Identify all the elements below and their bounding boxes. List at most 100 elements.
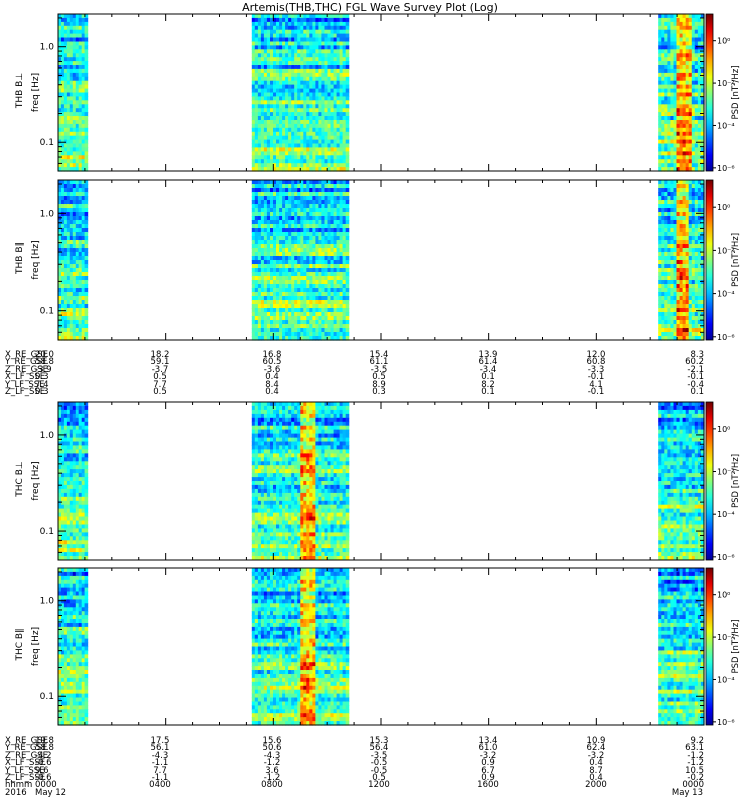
ephemeris-value: 15.3 — [369, 736, 389, 746]
ephemeris-value: 7.4 — [35, 379, 49, 390]
colorbar-tick-label: 10⁰ — [717, 591, 730, 600]
ephemeris-value: 0.5 — [372, 773, 386, 783]
ytick-label: 0.1 — [40, 138, 54, 148]
ephemeris-value: -0.6 — [35, 773, 52, 783]
ephemeris-value: 10.5 — [685, 765, 704, 776]
plot-title: Artemis(THB,THC) FGL Wave Survey Plot (L… — [242, 1, 498, 14]
colorbar-tick-label: 10⁻⁴ — [717, 675, 735, 684]
ephemeris-value: -1.2 — [263, 758, 281, 769]
ephemeris-value: 50.6 — [262, 743, 282, 754]
ephemeris-value: 0.1 — [481, 372, 495, 383]
ephemeris-value: 13.4 — [478, 736, 498, 746]
ephemeris-value: 8.3 — [690, 350, 704, 360]
ephemeris-row-label: X_RE_GSE — [5, 350, 48, 360]
ephemeris-value: 10.9 — [586, 736, 606, 746]
ylabel-probe: THC B⊥ — [15, 461, 25, 498]
ephemeris-value: -0.6 — [35, 758, 52, 769]
colorbar-tick-label: 10⁰ — [717, 425, 730, 434]
ephemeris-value: 15.4 — [369, 350, 389, 360]
ephemeris-value: 56.1 — [150, 743, 170, 754]
ephemeris-value: 6.7 — [481, 765, 495, 776]
date-label-end: May 13 — [671, 787, 703, 798]
spectrogram-panel-3: 0.1 1.0 THC B⊥ freq [Hz] 10⁰ 10⁻² 10⁻⁴ 10⁻⁶ PSD … — [15, 401, 741, 562]
ephemeris-value: 61.1 — [369, 357, 389, 368]
time-tick-label: 2000 — [585, 780, 607, 791]
ephemeris-value: 8.7 — [589, 765, 603, 776]
ephemeris-row-label: Y_LF_SSE — [5, 379, 45, 390]
ephemeris-row-label: X_RE_GSE — [5, 736, 48, 746]
ytick-label: 1.0 — [40, 597, 55, 607]
ephemeris-value: -3.3 — [587, 364, 605, 375]
spectrogram-panel-2: 0.1 1.0 THB B∥ freq [Hz] 10⁰ 10⁻² 10⁻⁴ 10⁻⁶ PSD … — [15, 179, 741, 342]
ephemeris-row-label: Z_RE_GSE — [5, 364, 48, 375]
plot-frame — [57, 13, 705, 172]
ephemeris-value: -3.5 — [370, 750, 388, 761]
ephemeris-value: -2.1 — [687, 364, 704, 375]
ephemeris-value: 8.2 — [481, 379, 495, 390]
ephemeris-value: 61.4 — [478, 357, 498, 368]
ylabel-probe: THC B∥ — [15, 628, 25, 661]
time-tick-label: 0400 — [149, 780, 171, 791]
ephemeris-value: 0.1 — [690, 387, 704, 397]
colorbar-tick-label: 10⁻⁶ — [717, 553, 735, 562]
ephemeris-value: 62.4 — [586, 743, 606, 754]
ephemeris-value: -0.2 — [687, 773, 704, 783]
ephemeris-value: 58.8 — [35, 743, 54, 754]
ephemeris-value: -3.9 — [35, 364, 52, 375]
ephemeris-value: -0.4 — [687, 379, 704, 390]
ephemeris-value: 8.9 — [372, 379, 386, 390]
colorbar — [705, 401, 714, 561]
ephemeris-value: 0.4 — [589, 773, 603, 783]
ephemeris-value: 0.3 — [372, 387, 386, 397]
ephemeris-value: 13.9 — [478, 350, 498, 360]
ephemeris-value: -1.1 — [151, 758, 169, 769]
ephemeris-value: 0.4 — [265, 372, 279, 383]
ylabel-unit: freq [Hz] — [31, 73, 41, 112]
colorbar-tick-label: 10⁻² — [717, 468, 735, 477]
ephemeris-value: 0.5 — [153, 372, 167, 383]
ytick-label: 0.1 — [40, 527, 54, 537]
ephemeris-value: 8.4 — [265, 379, 279, 390]
ephemeris-value: 0.9 — [481, 773, 495, 783]
spectrogram-panel-4: 0.1 1.0 THC B∥ freq [Hz] 10⁰ 10⁻² 10⁻⁴ 10⁻⁶ PSD … — [15, 567, 741, 727]
colorbar — [705, 567, 714, 726]
ephemeris-value: -1.2 — [263, 773, 281, 783]
ephemeris-value: 0.5 — [372, 372, 386, 383]
colorbar-tick-label: 10⁻² — [717, 633, 735, 642]
ephemeris-value: -3.4 — [479, 364, 497, 375]
plot-frame — [57, 179, 705, 341]
ephemeris-row-label: Y_RE_GSE — [5, 743, 48, 754]
ephemeris-value: -0.1 — [687, 372, 704, 383]
ephemeris-value: -0.5 — [370, 765, 388, 776]
ephemeris-value: 3.6 — [265, 765, 279, 776]
ephemeris-value: -4.3 — [151, 750, 169, 761]
ephemeris-row-label: Y_RE_GSE — [5, 357, 48, 368]
ephemeris-value: -4.3 — [263, 750, 281, 761]
ephemeris-value: 60.5 — [262, 357, 282, 368]
ephemeris-value: 9.6 — [35, 765, 49, 776]
colorbar-label: PSD [nT²/Hz] — [731, 454, 741, 508]
colorbar-tick-label: 10⁰ — [717, 37, 730, 46]
time-axis-label: hhmm — [5, 780, 33, 791]
colorbar-tick-label: 10⁻⁴ — [717, 121, 735, 130]
time-tick-label: 0800 — [261, 780, 283, 791]
ylabel-probe: THB B∥ — [15, 242, 25, 275]
ephemeris-value: -1.2 — [687, 750, 704, 761]
ephemeris-row-label: X_LF_SSE — [5, 372, 46, 383]
ephemeris-value: -4.2 — [35, 750, 52, 761]
time-tick-label: 1600 — [477, 780, 499, 791]
ephemeris-row-label: X_LF_SSE — [5, 758, 46, 769]
colorbar-tick-label: 10⁻² — [717, 79, 735, 88]
time-tick-label: 0000 — [35, 780, 57, 791]
year-label: 2016 — [5, 787, 27, 798]
ephemeris-value: 60.8 — [586, 357, 606, 368]
ephemeris-row-label: Z_RE_GSE — [5, 750, 48, 761]
plot-frame — [57, 567, 705, 726]
colorbar-tick-label: 10⁻⁶ — [717, 333, 735, 342]
ephemeris-value: 12.0 — [586, 350, 606, 360]
ephemeris-value: 59.1 — [150, 357, 170, 368]
ephemeris-value: -1.2 — [687, 758, 704, 769]
ytick-label: 1.0 — [40, 43, 55, 53]
plot-frame — [57, 401, 705, 561]
